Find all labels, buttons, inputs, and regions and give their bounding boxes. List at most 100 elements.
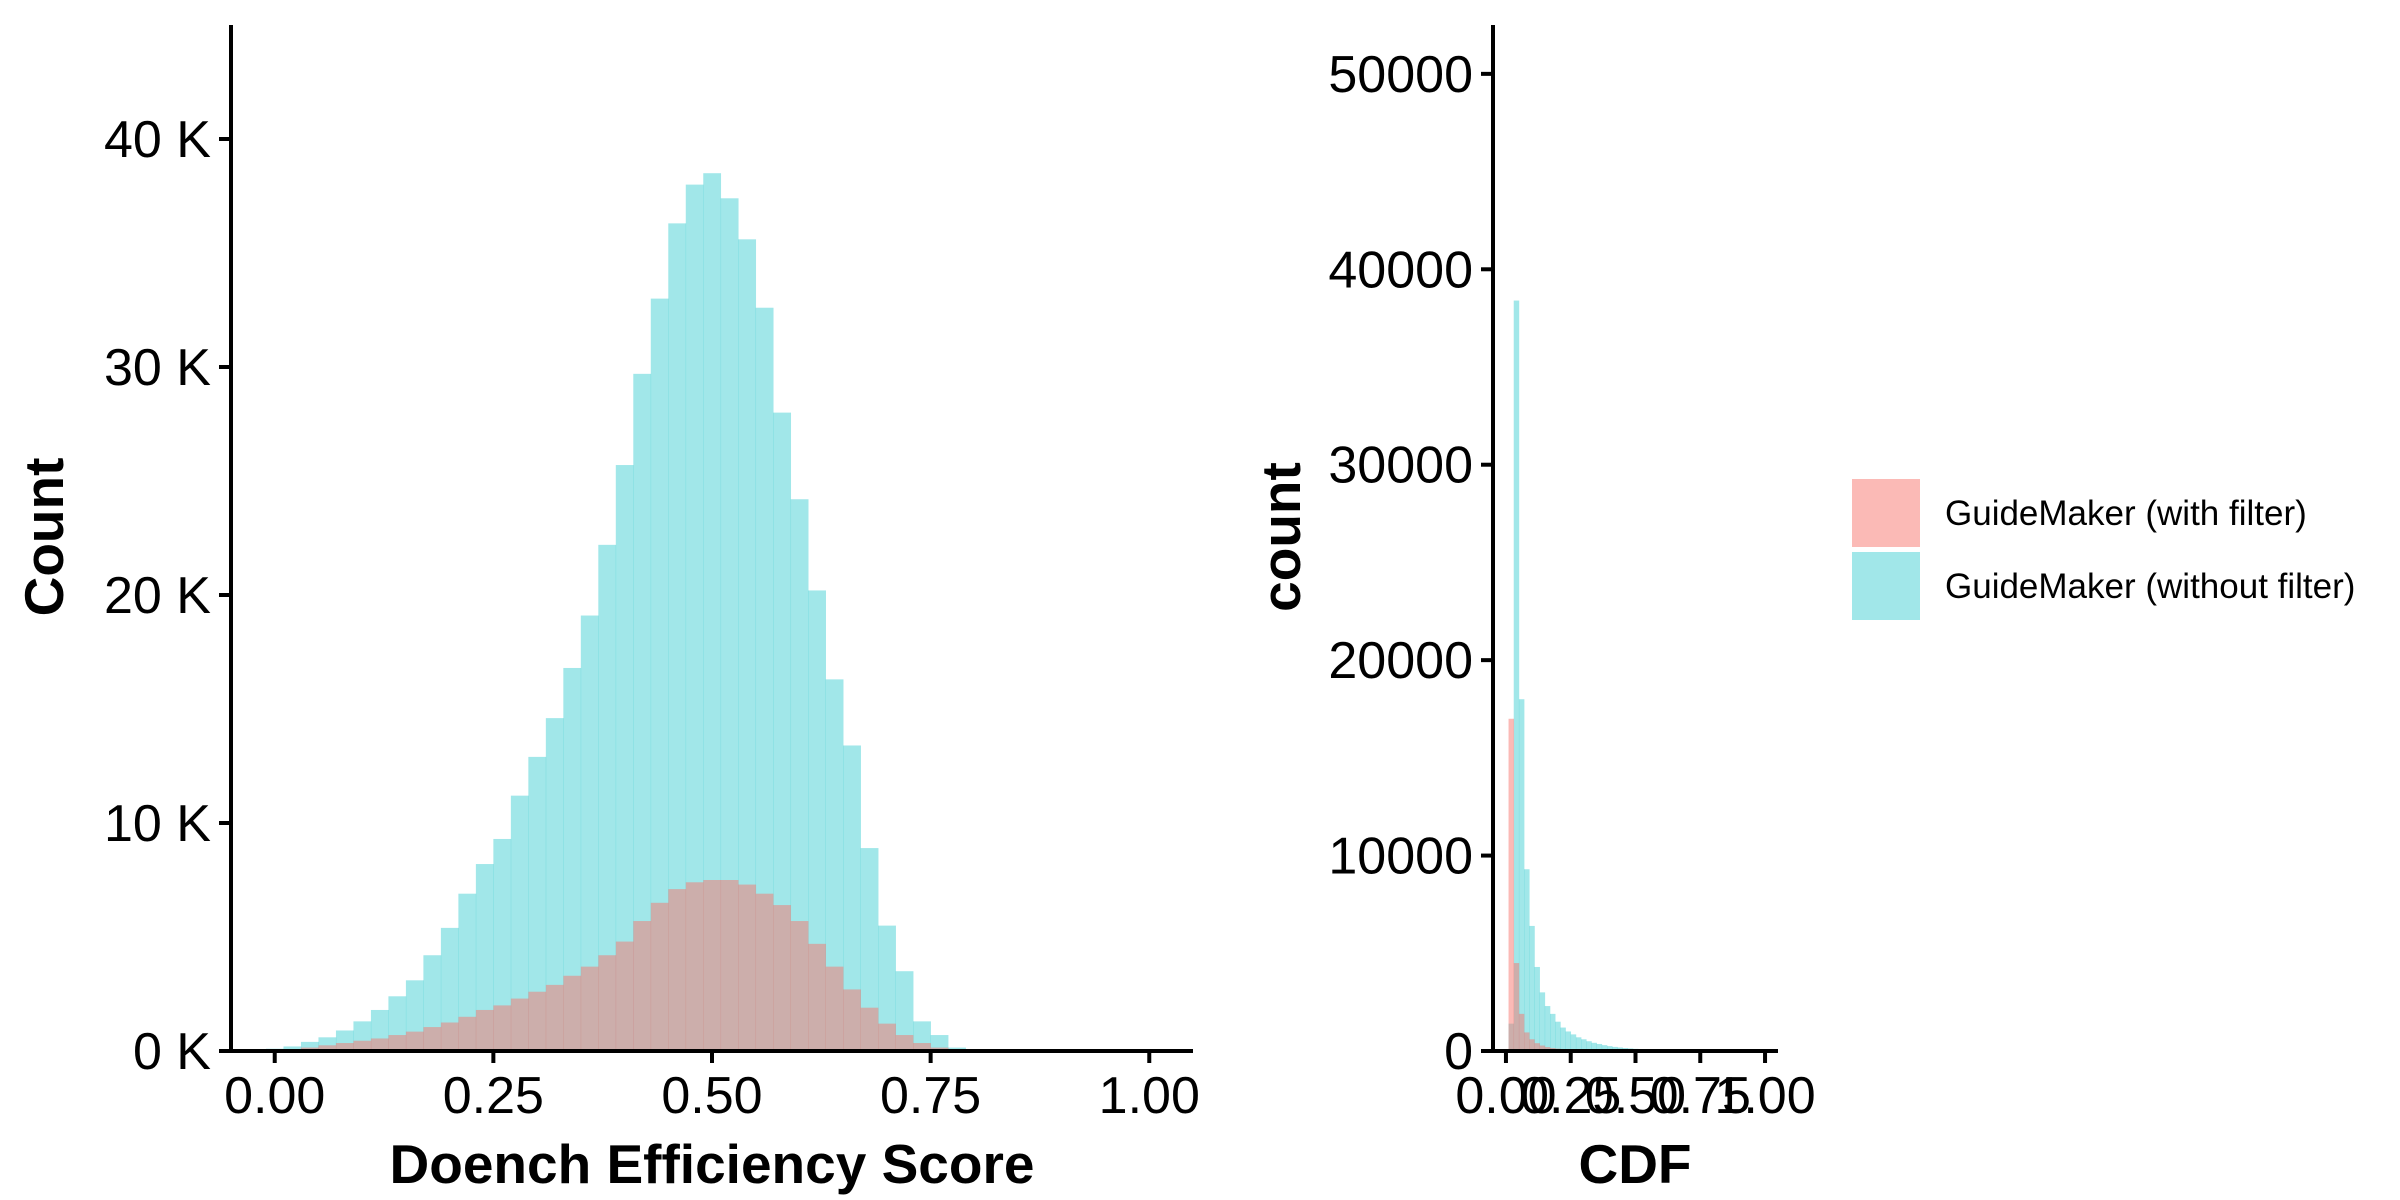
histogram-bar <box>563 667 582 1051</box>
histogram-bar <box>563 975 582 1051</box>
histogram-bar <box>895 1035 914 1051</box>
histogram-bar <box>493 1005 512 1051</box>
histogram-bar <box>1565 1031 1572 1051</box>
y-tick-label: 0 K <box>133 1023 211 1081</box>
y-tick-label: 10 K <box>104 795 211 853</box>
legend-swatch-with-filter <box>1852 479 1920 547</box>
histogram-bar <box>1539 992 1546 1051</box>
histogram-bar <box>738 884 757 1051</box>
histogram-bar <box>843 989 861 1051</box>
histogram-bar <box>1513 963 1520 1051</box>
y-tick-label: 20 K <box>104 567 211 625</box>
histogram-bar <box>1581 1039 1587 1051</box>
histogram-bar <box>1596 1043 1603 1051</box>
histogram-bar <box>615 465 634 1051</box>
histogram-bar <box>510 998 529 1051</box>
histogram-bar <box>685 184 704 1052</box>
x-tick-label: 0.75 <box>880 1067 981 1125</box>
histogram-bar <box>405 1031 424 1051</box>
histogram-bar <box>895 971 914 1051</box>
histogram-bar <box>1513 300 1520 1051</box>
histogram-bar <box>1570 1034 1577 1051</box>
histogram-bar <box>755 893 774 1051</box>
histogram-panel-doench: 0 K 10 K 20 K 30 K 40 K 0.00 0.25 0.50 0.75 1.00… <box>13 25 1200 1195</box>
histogram-bar <box>913 1043 931 1051</box>
histogram-bar <box>615 941 634 1051</box>
x-tick-label: 0.25 <box>443 1067 544 1125</box>
histogram-bar <box>598 544 617 1051</box>
histogram-bar <box>545 718 564 1051</box>
x-tick-label: 0.00 <box>1455 1067 1556 1125</box>
histogram-bar <box>755 307 774 1052</box>
histogram-bar <box>1601 1045 1608 1051</box>
x-tick-label: 0.25 <box>1520 1067 1621 1125</box>
histogram-bar <box>370 1038 389 1051</box>
histogram-bar <box>1508 718 1515 1051</box>
histogram-bar <box>1529 1039 1535 1051</box>
histogram-bar <box>388 1035 407 1051</box>
series-without-filter <box>1508 300 1768 1051</box>
histogram-bar <box>825 679 844 1051</box>
histogram-bar <box>703 880 722 1051</box>
histogram-bar <box>878 925 896 1051</box>
x-axis-title: CDF <box>1578 1133 1691 1195</box>
histogram-bar <box>1524 1032 1530 1051</box>
y-ticks: 0 10000 20000 30000 40000 50000 <box>1328 46 1493 1081</box>
histogram-bar <box>1524 869 1530 1051</box>
histogram-bar <box>1586 1041 1592 1051</box>
histogram-bar <box>510 795 529 1051</box>
histogram-bar <box>1539 1045 1546 1051</box>
y-tick-label: 30000 <box>1328 437 1473 495</box>
histogram-bar <box>458 1016 477 1051</box>
histogram-bar <box>300 1041 319 1051</box>
y-axis-title: Count <box>13 458 75 617</box>
x-tick-label: 1.00 <box>1099 1067 1200 1125</box>
histogram-bar <box>580 966 599 1051</box>
histogram-bar <box>475 864 494 1051</box>
histogram-bar <box>790 499 809 1051</box>
histogram-bar <box>1518 699 1525 1051</box>
histogram-bar <box>458 893 477 1051</box>
histogram-bar <box>318 1045 337 1051</box>
histogram-bar <box>1544 1006 1551 1051</box>
histogram-bar <box>528 991 547 1051</box>
histogram-bar <box>790 921 809 1051</box>
x-ticks: 0.000.250.500.751.00 <box>1455 1051 1816 1125</box>
y-tick-label: 40000 <box>1328 241 1473 299</box>
histogram-bar <box>1529 925 1535 1051</box>
histogram-bar <box>545 984 564 1051</box>
histogram-bar <box>843 745 861 1051</box>
histogram-bar <box>720 880 739 1051</box>
histogram-bars <box>1508 300 1768 1051</box>
histogram-bar <box>493 838 512 1051</box>
y-axis-title: count <box>1250 462 1312 612</box>
histogram-bar <box>930 1035 949 1051</box>
histogram-bar <box>860 1007 879 1051</box>
histogram-bar <box>668 223 687 1052</box>
histogram-bar <box>1560 1027 1566 1051</box>
histogram-bar <box>1591 1042 1597 1051</box>
histogram-bar <box>1575 1037 1582 1051</box>
y-tick-label: 40 K <box>104 111 211 169</box>
x-tick-label: 0.50 <box>661 1067 762 1125</box>
histogram-bar <box>650 298 669 1052</box>
histogram-bar <box>440 927 459 1051</box>
histogram-bar <box>808 943 826 1051</box>
histogram-bar <box>423 1027 442 1051</box>
x-tick-label: 0.75 <box>1650 1067 1751 1125</box>
histogram-bar <box>440 1022 459 1051</box>
legend: GuideMaker (with filter) GuideMaker (wit… <box>1852 479 2355 620</box>
histogram-bar <box>703 173 722 1051</box>
histogram-bar <box>738 239 757 1051</box>
histogram-bars <box>265 173 966 1052</box>
x-tick-label: 1.00 <box>1714 1067 1815 1125</box>
histogram-bar <box>580 615 599 1051</box>
histogram-bar <box>1607 1046 1613 1051</box>
y-ticks: 0 K 10 K 20 K 30 K 40 K <box>104 111 231 1081</box>
histogram-bar <box>1534 1043 1540 1051</box>
y-tick-label: 50000 <box>1328 46 1473 104</box>
legend-label-with-filter: GuideMaker (with filter) <box>1945 494 2307 533</box>
